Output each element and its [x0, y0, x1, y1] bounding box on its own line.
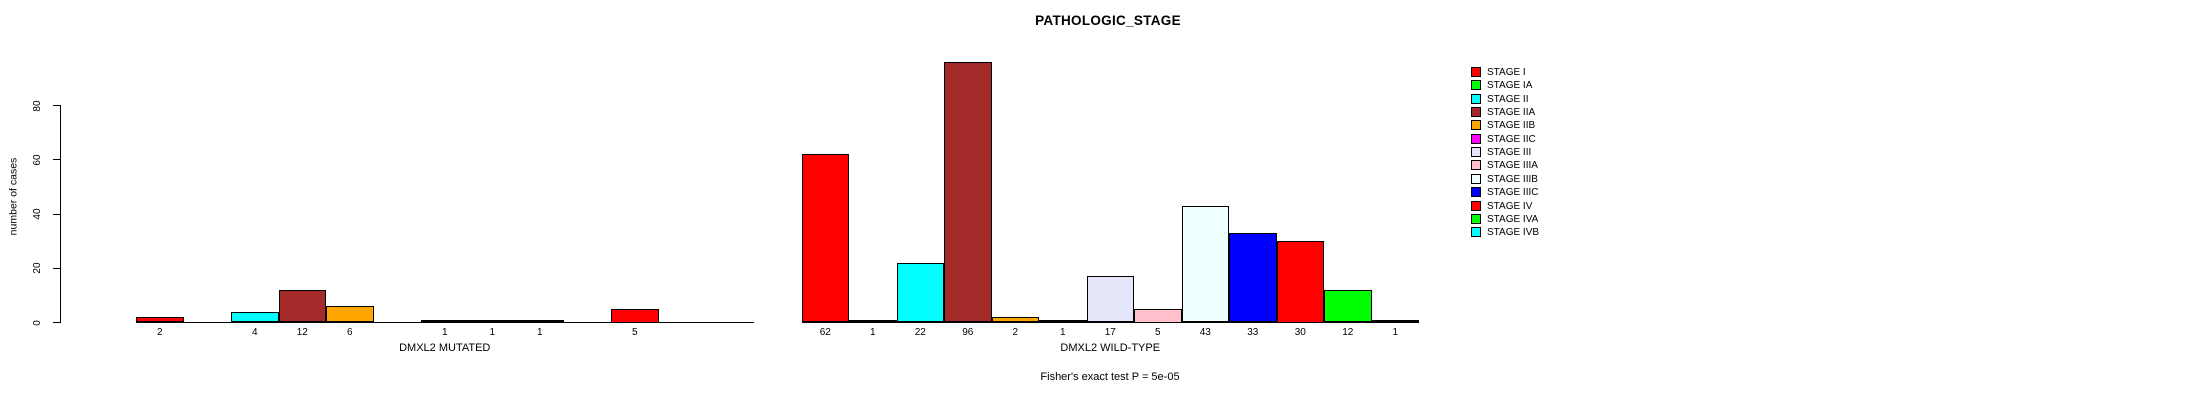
- bar-value-label: 17: [1104, 327, 1116, 338]
- y-axis-tick-label: 20: [32, 262, 43, 274]
- y-axis-tick-0: [53, 322, 60, 323]
- legend-label: STAGE I: [1487, 67, 1526, 78]
- bar-dmxl2-wild-type-stage-ia: [849, 319, 897, 323]
- legend-label: STAGE IIB: [1487, 120, 1536, 132]
- y-axis-tick-80: [53, 105, 60, 106]
- bar-dmxl2-wild-type-stage-iva: [1324, 289, 1372, 323]
- bar-dmxl2-wild-type-stage-i: [801, 154, 849, 323]
- legend-swatch: [1471, 227, 1481, 238]
- legend-swatch: [1471, 93, 1481, 104]
- group-label-mutated: DMXL2 MUTATED: [399, 342, 491, 354]
- bar-dmxl2-wild-type-stage-iia: [944, 62, 992, 323]
- bar-value-label: 30: [1294, 327, 1306, 338]
- bar-dmxl2-mutated-stage-iia: [278, 289, 326, 323]
- bar-value-label: 1: [1059, 327, 1066, 338]
- bar-value-label: 22: [914, 327, 926, 338]
- group-label-wild-type: DMXL2 WILD-TYPE: [1060, 342, 1161, 354]
- bar-value-label: 43: [1199, 327, 1211, 338]
- bar-dmxl2-wild-type-stage-iic: [1039, 319, 1087, 323]
- legend-label: STAGE IIIB: [1487, 173, 1538, 185]
- bar-value-label: 12: [1342, 327, 1354, 338]
- legend-label: STAGE II: [1487, 93, 1529, 105]
- y-axis-tick-40: [53, 213, 60, 215]
- bar-dmxl2-mutated-stage-iib: [326, 306, 374, 323]
- y-axis-tick-label: 40: [32, 208, 43, 220]
- legend-label: STAGE IVA: [1487, 213, 1539, 225]
- y-axis-tick-60: [53, 159, 60, 161]
- legend-swatch: [1471, 187, 1481, 198]
- bar-dmxl2-mutated-stage-iii: [421, 319, 469, 323]
- bar-value-label: 62: [819, 327, 831, 338]
- legend-swatch: [1471, 213, 1481, 224]
- bar-value-label: 4: [251, 327, 258, 338]
- bar-value-label: 1: [441, 327, 448, 338]
- legend-label: STAGE IIA: [1487, 107, 1536, 119]
- legend-swatch: [1471, 133, 1481, 144]
- x-axis-baseline-mutated: [136, 322, 754, 323]
- y-axis-tick-label: 0: [32, 319, 43, 326]
- bar-dmxl2-wild-type-stage-iii: [1086, 276, 1134, 323]
- legend-label: STAGE IIIA: [1487, 160, 1538, 172]
- bar-dmxl2-wild-type-stage-iiia: [1134, 308, 1182, 323]
- legend-label: STAGE IIC: [1487, 133, 1536, 145]
- chart-title: PATHOLOGIC_STAGE: [1035, 13, 1181, 28]
- x-axis-baseline-wild-type: [801, 322, 1419, 323]
- bar-value-label: 6: [346, 327, 353, 338]
- legend-swatch: [1471, 160, 1481, 171]
- y-axis-line: [60, 105, 61, 323]
- bar-dmxl2-wild-type-stage-ivb: [1371, 319, 1419, 323]
- bar-value-label: 33: [1247, 327, 1259, 338]
- legend-swatch: [1471, 67, 1481, 77]
- legend-swatch: [1471, 120, 1481, 131]
- bar-dmxl2-wild-type-stage-iib: [991, 317, 1039, 323]
- bar-value-label: 5: [631, 327, 638, 338]
- bar-value-label: 2: [156, 327, 163, 338]
- bar-value-label: 2: [1012, 327, 1019, 338]
- fisher-test-footnote: Fisher's exact test P = 5e-05: [1040, 371, 1180, 383]
- legend-swatch: [1471, 173, 1481, 184]
- legend-swatch: [1471, 147, 1481, 158]
- bar-value-label: 12: [296, 327, 308, 338]
- y-axis-tick-20: [53, 267, 60, 269]
- bar-value-label: 1: [1392, 327, 1399, 338]
- bar-value-label: 5: [1154, 327, 1161, 338]
- legend-label: STAGE IVB: [1487, 227, 1540, 239]
- bar-dmxl2-mutated-stage-iiia: [468, 319, 516, 323]
- legend-label: STAGE IA: [1487, 80, 1533, 92]
- bar-dmxl2-wild-type-stage-iv: [1276, 241, 1324, 323]
- bar-dmxl2-mutated-stage-ii: [231, 311, 279, 323]
- bar-dmxl2-wild-type-stage-iiic: [1229, 232, 1277, 323]
- legend-swatch: [1471, 80, 1481, 91]
- legend-label: STAGE IV: [1487, 200, 1533, 212]
- legend-label: STAGE IIIC: [1487, 187, 1539, 199]
- legend-swatch: [1471, 107, 1481, 118]
- legend-swatch: [1471, 200, 1481, 211]
- bar-value-label: 1: [869, 327, 876, 338]
- bar-value-label: 1: [536, 327, 543, 338]
- y-axis-title: number of cases: [7, 157, 20, 236]
- legend-label: STAGE III: [1487, 147, 1532, 159]
- bar-dmxl2-wild-type-stage-iiib: [1181, 205, 1229, 323]
- bar-dmxl2-mutated-stage-i: [136, 317, 184, 323]
- bar-value-label: 96: [962, 327, 974, 338]
- bar-dmxl2-mutated-stage-iiib: [516, 319, 564, 323]
- bar-dmxl2-wild-type-stage-ii: [896, 262, 944, 323]
- y-axis-tick-label: 60: [32, 154, 43, 166]
- y-axis-tick-label: 80: [32, 99, 43, 112]
- bar-dmxl2-mutated-stage-iv: [611, 308, 659, 323]
- bar-value-label: 1: [489, 327, 496, 338]
